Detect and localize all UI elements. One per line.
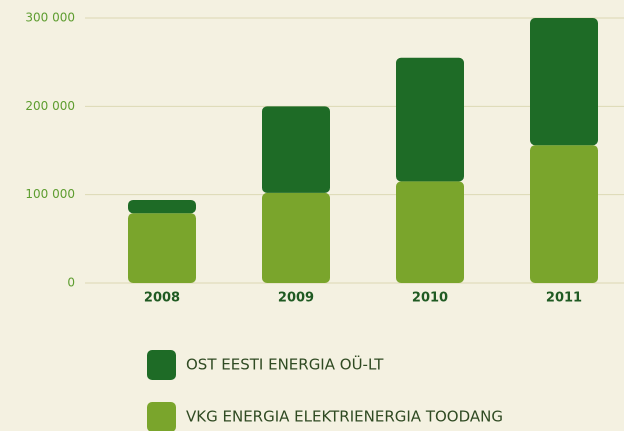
y-tick-label: 300 000 xyxy=(25,11,75,25)
y-tick-label: 0 xyxy=(67,276,75,290)
bar-segment xyxy=(128,213,196,283)
y-tick-label: 200 000 xyxy=(25,99,75,113)
legend-label: OST EESTI ENERGIA OÜ-LT xyxy=(186,355,384,374)
bar-segment xyxy=(262,192,330,283)
x-tick-label: 2011 xyxy=(546,291,582,306)
bar-segment xyxy=(396,181,464,283)
legend-label: VKG ENERGIA ELEKTRIENERGIA TOODANG xyxy=(186,408,503,426)
x-tick-label: 2010 xyxy=(412,291,448,306)
legend-swatch xyxy=(147,402,176,431)
y-tick-label: 100 000 xyxy=(25,187,75,201)
bar-segment xyxy=(262,106,330,193)
bar-segment xyxy=(396,57,464,182)
x-tick-label: 2009 xyxy=(278,291,314,306)
bar-segment xyxy=(530,145,598,283)
bar-segment xyxy=(128,199,196,214)
bar-segment xyxy=(530,18,598,146)
legend-swatch xyxy=(147,350,176,380)
x-tick-label: 2008 xyxy=(144,291,180,306)
